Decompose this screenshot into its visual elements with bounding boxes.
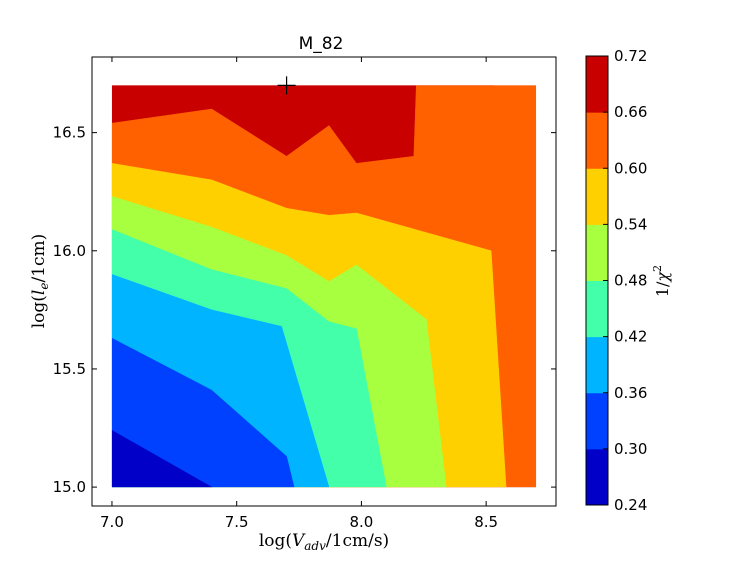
colorbar-label: 1/χ2 [651,265,672,297]
colorbar-ticks: 0.24 0.30 0.36 0.42 0.48 0.54 0.60 0.66 0.72 [603,47,647,514]
x-axis-label-suffix: /1cm/s) [326,531,389,551]
marker-layer [277,76,296,95]
colorbar-tick-label: 0.42 [614,328,647,346]
contour-fill-layer [111,85,537,488]
y-tick-label: 16.5 [53,124,86,142]
colorbar-band [586,112,608,169]
colorbar-band [586,280,608,338]
chart-title: M_82 [299,34,344,54]
colorbar-tick-label: 0.54 [614,215,647,233]
x-axis-label: log(Vadv/1cm/s) [259,531,389,553]
y-axis-ticks: 15.0 15.5 16.0 16.5 [53,124,556,496]
y-axis-label: log(le/1cm) [29,234,51,329]
colorbar-tick-label: 0.72 [614,47,647,65]
y-tick-label: 15.0 [53,478,86,496]
x-axis-ticks: 7.0 7.5 8.0 8.5 [100,57,498,531]
y-axis-label-prefix: log( [29,295,49,328]
colorbar-bands [586,56,608,506]
x-axis-label-var: V [292,531,306,551]
x-tick-label: 8.5 [474,513,498,531]
colorbar-label-sup: 2 [651,265,664,272]
y-tick-label: 16.0 [53,242,86,260]
colorbar-tick-label: 0.60 [614,159,647,177]
colorbar-band [586,392,608,450]
colorbar-band [586,56,608,113]
contour-band-1 [111,337,295,488]
colorbar-label-var: χ [653,271,672,283]
y-tick-label: 15.5 [53,360,86,378]
colorbar-label-prefix: 1/ [653,281,672,297]
y-axis-label-var: l [29,290,49,295]
colorbar-tick-label: 0.48 [614,272,647,290]
colorbar-band [586,448,608,506]
colorbar-band [586,336,608,394]
best-fit-marker [277,76,296,95]
colorbar-tick-label: 0.30 [614,440,647,458]
x-axis-label-sub: adv [304,539,326,553]
x-axis-label-prefix: log( [259,531,292,551]
x-tick-label: 7.0 [100,513,124,531]
contour-band-0 [111,430,212,488]
x-tick-label: 8.0 [349,513,373,531]
plot-frame [91,56,557,507]
y-axis-label-suffix: /1cm) [29,234,49,283]
colorbar-tick-label: 0.66 [614,103,647,121]
colorbar: 0.24 0.30 0.36 0.42 0.48 0.54 0.60 0.66 0.72 [585,47,647,514]
x-tick-label: 7.5 [225,513,249,531]
colorbar-band [586,168,608,225]
colorbar-band [586,224,608,281]
colorbar-tick-label: 0.24 [614,496,647,514]
y-axis-label-sub: e [37,283,51,290]
colorbar-tick-label: 0.36 [614,384,647,402]
